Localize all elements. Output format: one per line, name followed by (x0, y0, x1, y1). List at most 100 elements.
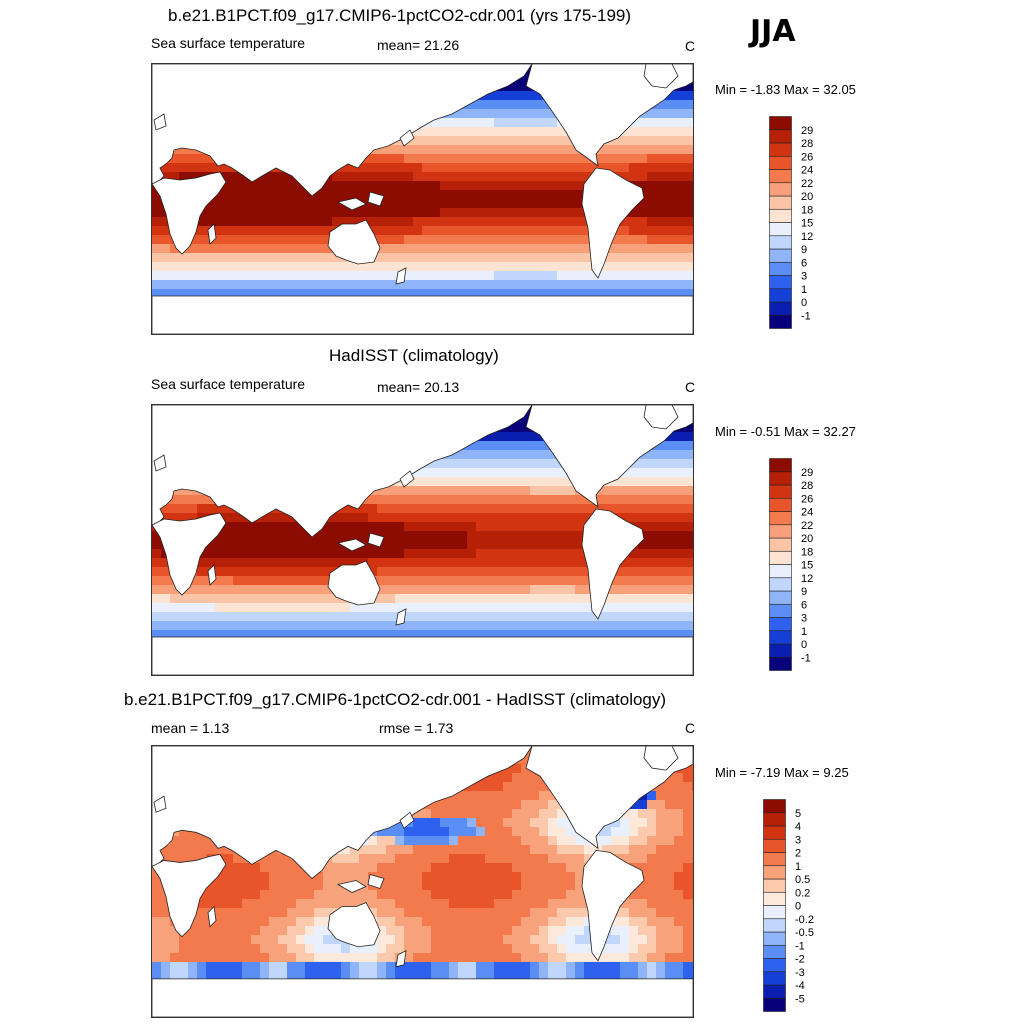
panel-3-mean-label: mean = 1.13 (151, 720, 230, 736)
colorbar-tick-label: 20 (801, 533, 813, 545)
colorbar-swatch (769, 248, 792, 263)
colorbar-swatch (763, 812, 786, 827)
colorbar-tick-label: -4 (795, 980, 805, 992)
colorbar-swatch (769, 656, 792, 671)
panel-3-units: C (685, 720, 696, 736)
colorbar-swatch (763, 825, 786, 840)
colorbar-tick-label: 0 (801, 297, 807, 309)
colorbar-tick-label: 22 (801, 520, 813, 532)
panel-1-colorbar: 29 28 26 24 22 20 18 15 12 9 6 3 1 0 -1 (769, 116, 829, 330)
colorbar-swatch (763, 971, 786, 986)
colorbar-swatch (763, 878, 786, 893)
colorbar-swatch (769, 590, 792, 605)
panel-3-map (151, 745, 694, 1018)
panel-2-mean-label: mean= 20.13 (377, 379, 460, 395)
colorbar-swatch (769, 617, 792, 632)
colorbar-swatch (769, 524, 792, 539)
colorbar-tick-label: 28 (801, 138, 813, 150)
colorbar-swatch (769, 275, 792, 290)
colorbar-swatch (763, 891, 786, 906)
colorbar-tick-label: 6 (801, 257, 807, 269)
colorbar-tick-label: 0 (795, 901, 801, 913)
colorbar-tick-label: 5 (795, 808, 801, 820)
colorbar-swatch (763, 852, 786, 867)
colorbar-swatch (769, 471, 792, 486)
colorbar-tick-label: 12 (801, 573, 813, 585)
colorbar-swatch (769, 169, 792, 184)
colorbar-tick-label: 22 (801, 178, 813, 190)
colorbar-swatch (763, 865, 786, 880)
colorbar-swatch (769, 314, 792, 329)
colorbar-tick-label: 24 (801, 165, 813, 177)
panel-2-variable-label: Sea surface temperature (151, 376, 306, 392)
colorbar-tick-label: -1 (801, 652, 811, 664)
panel-1-minmax: Min = -1.83 Max = 32.05 (715, 82, 856, 97)
colorbar-tick-label: 20 (801, 191, 813, 203)
panel-2-units: C (685, 379, 696, 395)
colorbar-tick-label: 1 (795, 861, 801, 873)
colorbar-swatch (769, 301, 792, 316)
colorbar-tick-label: 1 (801, 626, 807, 638)
colorbar-tick-label: 0.5 (795, 874, 810, 886)
colorbar-swatch (769, 577, 792, 592)
colorbar-tick-label: -0.2 (795, 914, 814, 926)
colorbar-swatch (769, 208, 792, 223)
colorbar-swatch (769, 458, 792, 473)
colorbar-tick-label: 29 (801, 467, 813, 479)
panel-1-map (151, 63, 694, 335)
colorbar-swatch (763, 997, 786, 1012)
colorbar-tick-label: 1 (801, 284, 807, 296)
colorbar-swatch (769, 288, 792, 303)
colorbar-tick-label: 9 (801, 244, 807, 256)
colorbar-tick-label: 26 (801, 151, 813, 163)
colorbar-tick-label: 4 (795, 821, 801, 833)
colorbar-tick-label: 0.2 (795, 887, 810, 899)
panel-1-mean-label: mean= 21.26 (377, 37, 460, 53)
colorbar-swatch (763, 918, 786, 933)
colorbar-swatch (769, 537, 792, 552)
panel-3-title: b.e21.B1PCT.f09_g17.CMIP6-1pctCO2-cdr.00… (124, 690, 667, 709)
colorbar-tick-label: 6 (801, 599, 807, 611)
panel-3-rmse-label: rmse = 1.73 (379, 720, 454, 736)
season-label: JJA (750, 14, 796, 49)
panel-3-colorbar: 5 4 3 2 1 0.5 0.2 0 -0.2 -0.5 -1 -2 -3 -4 -5 (763, 799, 823, 1013)
colorbar-tick-label: -3 (795, 967, 805, 979)
colorbar-swatch (769, 564, 792, 579)
land-layer (152, 746, 693, 1017)
colorbar-swatch (769, 195, 792, 210)
colorbar-swatch (769, 142, 792, 157)
panel-1-title: b.e21.B1PCT.f09_g17.CMIP6-1pctCO2-cdr.00… (168, 6, 632, 25)
colorbar-tick-label: 15 (801, 218, 813, 230)
colorbar-tick-label: -1 (801, 310, 811, 322)
panel-2-colorbar: 29 28 26 24 22 20 18 15 12 9 6 3 1 0 -1 (769, 458, 829, 672)
colorbar-swatch (769, 155, 792, 170)
colorbar-tick-label: 29 (801, 125, 813, 137)
colorbar-swatch (769, 643, 792, 658)
colorbar-tick-label: 18 (801, 204, 813, 216)
colorbar-swatch (763, 931, 786, 946)
colorbar-swatch (763, 799, 786, 814)
colorbar-tick-label: -2 (795, 954, 805, 966)
colorbar-swatch (769, 182, 792, 197)
colorbar-tick-label: -5 (795, 993, 805, 1005)
colorbar-swatch (769, 129, 792, 144)
colorbar-tick-label: 12 (801, 231, 813, 243)
colorbar-tick-label: 3 (801, 271, 807, 283)
colorbar-swatch (769, 497, 792, 512)
colorbar-tick-label: 3 (801, 613, 807, 625)
land-layer (152, 64, 693, 334)
colorbar-swatch (769, 222, 792, 237)
panel-2-map (151, 404, 694, 676)
panel-1-variable-label: Sea surface temperature (151, 35, 306, 51)
colorbar-tick-label: 3 (795, 834, 801, 846)
colorbar-tick-label: 28 (801, 480, 813, 492)
panel-2-minmax: Min = -0.51 Max = 32.27 (715, 424, 856, 439)
colorbar-swatch (769, 550, 792, 565)
colorbar-swatch (769, 603, 792, 618)
colorbar-tick-label: -1 (795, 940, 805, 952)
colorbar-tick-label: 2 (795, 848, 801, 860)
colorbar-tick-label: 15 (801, 560, 813, 572)
colorbar-swatch (769, 116, 792, 131)
panel-1-units: C (685, 38, 696, 54)
colorbar-tick-label: 9 (801, 586, 807, 598)
